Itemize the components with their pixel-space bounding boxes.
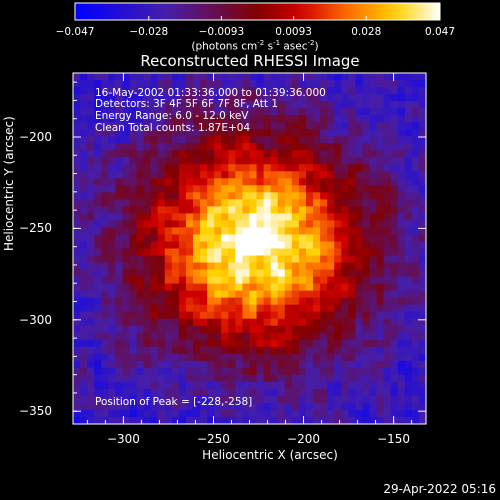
x-axis-label: Heliocentric X (arcsec) [202, 448, 338, 462]
chart-title: Reconstructed RHESSI Image [140, 52, 360, 70]
x-tick-label: −250 [196, 432, 230, 446]
colorbar-tick-label: 0.028 [351, 26, 382, 38]
info-detectors: Detectors: 3F 4F 5F 6F 7F 8F, Att 1 [95, 98, 279, 110]
colorbar-tick-label: −0.028 [129, 26, 169, 38]
heatmap-image [73, 73, 427, 425]
colorbar-tick-label: 0.0093 [275, 26, 312, 38]
colorbar [74, 2, 441, 21]
x-tick-label: −300 [106, 432, 140, 446]
x-tick-label: −150 [377, 432, 411, 446]
y-tick-label: −200 [19, 129, 52, 144]
info-time-range: 16-May-2002 01:33:36.000 to 01:39:36.000 [95, 87, 326, 99]
colorbar-tick-label: −0.047 [55, 26, 95, 38]
y-tick-label: −350 [19, 404, 52, 419]
colorbar-tick-label: 0.047 [424, 26, 456, 38]
x-tick-label: −200 [287, 432, 320, 446]
info-energy-range: Energy Range: 6.0 - 12.0 keV [95, 110, 249, 122]
colorbar-units: (photons cm-2 s-1 asec-2) [191, 39, 319, 53]
y-axis-label: Heliocentric Y (arcsec) [2, 116, 16, 251]
peak-position-label: Position of Peak = [-228,-258] [95, 396, 253, 408]
info-total-counts: Clean Total counts: 1.87E+04 [95, 122, 251, 134]
colorbar-tick-label: −0.0093 [198, 26, 245, 38]
y-tick-label: −300 [19, 312, 52, 327]
timestamp-footer: 29-Apr-2022 05:16 [383, 482, 496, 496]
y-tick-label: −250 [19, 221, 52, 236]
